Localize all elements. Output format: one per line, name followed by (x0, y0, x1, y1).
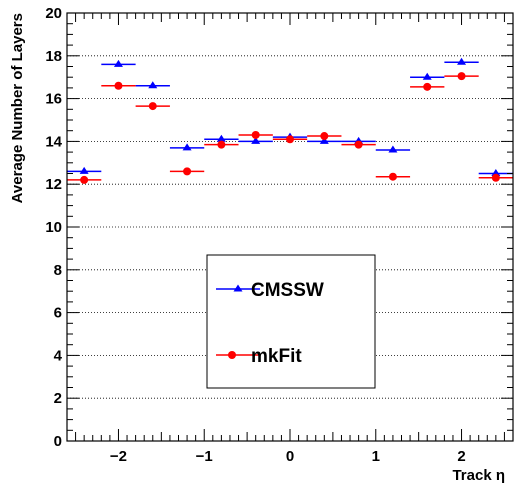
cmssw-point (182, 143, 192, 151)
legend-cmssw-marker (233, 284, 243, 292)
legend-box (206, 254, 376, 389)
cmssw-point (319, 136, 329, 144)
mkfit-point (80, 175, 89, 184)
cmssw-point (457, 57, 467, 65)
cmssw-point (251, 136, 261, 144)
y-tick-label: 8 (54, 262, 62, 279)
y-tick-label: 12 (45, 176, 62, 193)
x-axis-label: Track η (452, 467, 505, 484)
y-tick-label: 2 (54, 390, 62, 407)
y-tick-label: 0 (54, 433, 62, 450)
legend-cmssw-label: CMSSW (251, 280, 324, 301)
x-tick-label: −1 (196, 448, 213, 465)
x-tick-label: 2 (457, 448, 465, 465)
y-tick-label: 20 (45, 5, 62, 22)
y-axis-label: Average Number of Layers (9, 13, 26, 203)
x-tick-label: −2 (110, 448, 127, 465)
y-tick-label: 16 (45, 91, 62, 108)
mkfit-point (251, 130, 260, 139)
mkfit-point (423, 82, 432, 91)
y-tick-label: 6 (54, 305, 62, 322)
cmssw-point (79, 166, 89, 174)
mkfit-point (491, 173, 500, 182)
legend-mkfit-label: mkFit (251, 346, 302, 367)
cmssw-point (216, 134, 226, 142)
x-tick-label: 1 (372, 448, 380, 465)
x-tick-label: 0 (286, 448, 294, 465)
mkfit-point (320, 132, 329, 141)
mkfit-point (148, 102, 157, 111)
legend-mkfit-marker (228, 351, 236, 359)
mkfit-point (286, 135, 294, 144)
cmssw-point (422, 72, 432, 80)
cmssw-point (491, 169, 501, 176)
y-tick-label: 10 (45, 219, 62, 236)
mkfit-point (457, 72, 466, 81)
y-tick-label: 4 (54, 347, 63, 364)
cmssw-point (388, 145, 398, 153)
mkfit-point (217, 140, 226, 149)
cmssw-point (113, 59, 123, 67)
y-tick-label: 14 (45, 133, 62, 150)
mkfit-point (183, 167, 192, 176)
mkfit-point (388, 172, 397, 181)
legend: CMSSW mkFit (206, 254, 376, 389)
data-series (67, 57, 513, 184)
mkfit-point (114, 81, 123, 90)
mkfit-point (354, 140, 363, 149)
cmssw-point (148, 81, 158, 89)
y-tick-label: 18 (45, 48, 62, 65)
